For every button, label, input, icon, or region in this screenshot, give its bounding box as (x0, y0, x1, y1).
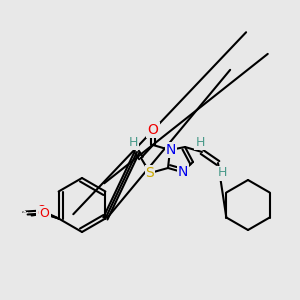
Text: O: O (38, 207, 48, 220)
Text: H: H (128, 136, 138, 148)
Text: O: O (37, 204, 46, 217)
Text: H: H (195, 136, 205, 148)
Text: S: S (146, 166, 154, 180)
Text: O: O (148, 123, 158, 137)
Text: N: N (166, 143, 176, 157)
Text: N: N (178, 165, 188, 179)
Text: methoxy: methoxy (22, 212, 28, 213)
Text: OCH₃: OCH₃ (22, 211, 26, 212)
Text: O: O (40, 207, 50, 220)
Text: H: H (217, 167, 227, 179)
